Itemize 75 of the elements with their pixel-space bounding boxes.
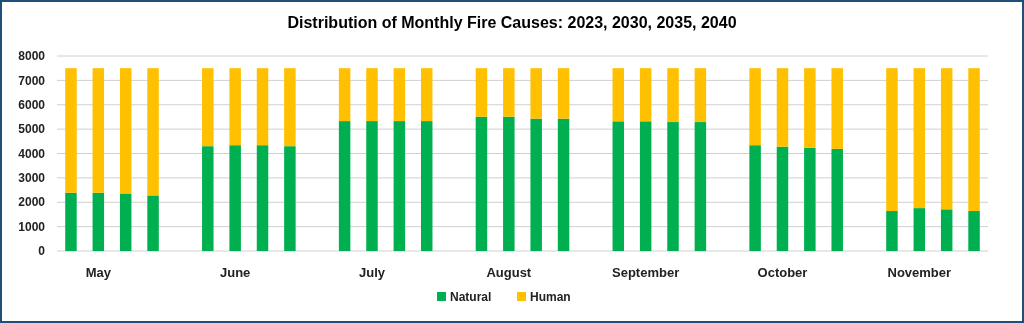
- bar: [256, 145, 269, 251]
- bar: [202, 146, 214, 251]
- bar: [202, 68, 214, 147]
- bar: [804, 68, 816, 148]
- bar: [831, 148, 843, 251]
- bar: [92, 68, 105, 193]
- bar: [420, 68, 433, 122]
- bar: [694, 122, 707, 251]
- bar: [913, 208, 926, 251]
- bar: [940, 209, 953, 251]
- bar: [503, 116, 515, 251]
- bar: [284, 146, 296, 251]
- bar: [338, 68, 351, 122]
- bar: [776, 146, 789, 251]
- bar: [639, 121, 652, 251]
- bar: [612, 68, 625, 122]
- bar: [886, 211, 898, 251]
- bar: [694, 68, 707, 123]
- bar: [338, 121, 351, 251]
- y-tick-label: 1000: [18, 219, 46, 234]
- bar: [65, 68, 77, 193]
- bar: [530, 68, 542, 119]
- bar: [776, 68, 789, 147]
- y-tick-label: 3000: [18, 171, 46, 186]
- y-tick-label: 6000: [18, 97, 46, 112]
- bar: [831, 68, 843, 149]
- bar: [366, 68, 378, 122]
- bar: [639, 68, 652, 122]
- bar: [119, 193, 132, 251]
- bar: [229, 68, 241, 146]
- chart-title: Distribution of Monthly Fire Causes: 2023, 2030, 2035, 2040: [287, 14, 737, 31]
- x-tick-label: June: [219, 265, 251, 280]
- y-tick-label: 7000: [18, 73, 46, 88]
- legend-label: Human: [530, 290, 571, 304]
- bar: [366, 121, 378, 251]
- bar: [886, 68, 898, 212]
- bar: [393, 121, 406, 251]
- bar: [503, 68, 515, 117]
- y-tick-label: 5000: [18, 122, 46, 137]
- bar: [147, 68, 159, 196]
- bar: [393, 68, 406, 122]
- y-tick-label: 8000: [18, 49, 46, 64]
- x-tick-label: July: [358, 265, 386, 280]
- bar: [557, 68, 570, 119]
- bar: [92, 192, 105, 251]
- bar: [65, 192, 77, 251]
- bar: [475, 116, 488, 251]
- bar: [940, 68, 953, 210]
- bar: [256, 68, 269, 146]
- bar: [749, 145, 761, 251]
- bar: [119, 68, 132, 194]
- y-tick-label: 0: [38, 244, 46, 259]
- bar: [420, 121, 433, 251]
- legend-label: Natural: [450, 290, 492, 304]
- bar: [475, 68, 488, 117]
- bar: [968, 68, 980, 212]
- bar: [913, 68, 926, 209]
- bar: [667, 68, 679, 123]
- bar: [147, 195, 159, 251]
- bar: [804, 147, 816, 251]
- x-tick-label: November: [887, 265, 952, 280]
- y-tick-label: 4000: [18, 146, 46, 161]
- bar: [667, 122, 679, 251]
- bar: [749, 68, 761, 146]
- x-tick-label: October: [757, 265, 808, 280]
- x-tick-label: August: [486, 265, 532, 280]
- bar: [557, 118, 570, 251]
- x-tick-label: May: [85, 265, 112, 280]
- bar: [612, 121, 625, 251]
- bar: [229, 145, 241, 251]
- bar: [968, 211, 980, 251]
- bar: [530, 118, 542, 251]
- x-tick-label: September: [612, 265, 680, 280]
- bar: [284, 68, 296, 147]
- y-tick-label: 2000: [18, 195, 46, 210]
